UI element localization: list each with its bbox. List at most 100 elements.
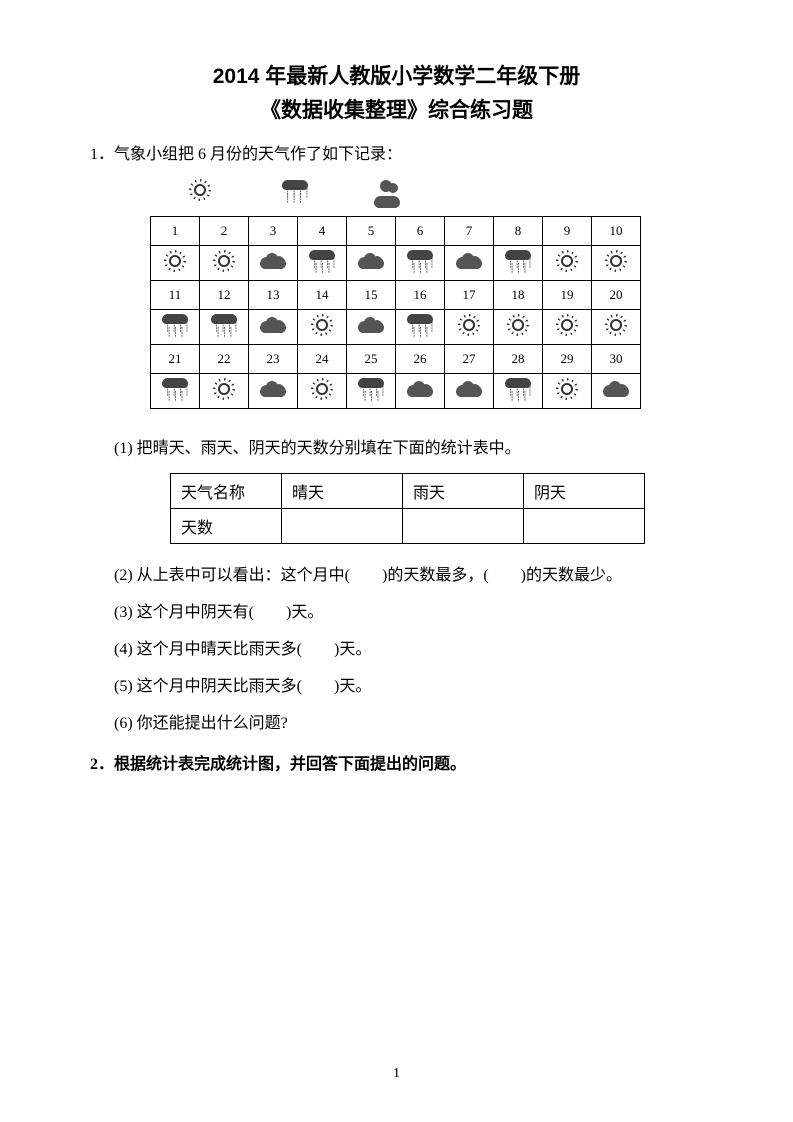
cloud-icon [260,381,286,397]
calendar-weather-cell [347,245,396,280]
cloud-icon [456,253,482,269]
calendar-weather-cell: ┊┊┊┊┊┊┊ [494,245,543,280]
calendar-weather-cell [249,309,298,344]
calendar-day-cell: 30 [592,344,641,373]
page: 2014 年最新人教版小学数学二年级下册 《数据收集整理》综合练习题 1．气象小… [0,0,793,1122]
calendar-day-cell: 10 [592,216,641,245]
calendar-weather-row: ┊┊┊┊┊┊┊ ┊┊┊┊┊┊┊ ┊┊┊┊┊┊┊ [151,309,641,344]
calendar-weather-cell [543,309,592,344]
sun-icon [190,180,222,208]
calendar-weather-cell: ┊┊┊┊┊┊┊ [347,373,396,408]
calendar-weather-row: ┊┊┊┊┊┊┊ ┊┊┊┊┊┊┊ ┊┊┊┊┊┊┊ [151,373,641,408]
rain-icon: ┊┊┊┊┊┊┊ [505,378,531,400]
calendar-weather-cell: ┊┊┊┊┊┊┊ [151,309,200,344]
calendar-weather-row: ┊┊┊┊┊┊┊ ┊┊┊┊┊┊┊ ┊┊┊┊┊┊┊ [151,245,641,280]
table-row: 天数 [171,509,645,544]
calendar-weather-cell [445,245,494,280]
calendar-weather-cell [151,245,200,280]
sun-icon [557,315,577,335]
table-row: 天气名称 晴天 雨天 阴天 [171,474,645,509]
cloud-icon [358,253,384,269]
calendar-weather-cell [200,245,249,280]
stats-header-2: 雨天 [403,474,524,509]
calendar-day-cell: 1 [151,216,200,245]
sub-question-2: (2) 从上表中可以看出：这个月中( )的天数最多，( )的天数最少。 [114,558,703,595]
calendar-day-cell: 25 [347,344,396,373]
question-1-number: 1． [90,146,114,163]
sub-question-1: (1) 把晴天、雨天、阴天的天数分别填在下面的统计表中。 [114,431,703,468]
cloud-icon [260,317,286,333]
cloud-icon [358,317,384,333]
calendar-weather-cell [347,309,396,344]
page-number: 1 [0,1066,793,1082]
sun-icon [165,251,185,271]
question-1: 1．气象小组把 6 月份的天气作了如下记录： [90,142,703,168]
rain-icon: ┊┊┊┊┊┊┊ [282,180,314,208]
calendar-weather-cell [445,373,494,408]
calendar-day-row: 11121314151617181920 [151,280,641,309]
calendar-weather-cell: ┊┊┊┊┊┊┊ [298,245,347,280]
calendar-day-row: 12345678910 [151,216,641,245]
sun-icon [312,315,332,335]
stats-cell-blank [282,509,403,544]
cloud-icon [260,253,286,269]
question-2-text: 根据统计表完成统计图，并回答下面提出的问题。 [114,756,466,773]
calendar-day-cell: 11 [151,280,200,309]
rain-icon: ┊┊┊┊┊┊┊ [211,314,237,336]
rain-icon: ┊┊┊┊┊┊┊ [162,314,188,336]
sun-icon [214,379,234,399]
calendar-day-cell: 2 [200,216,249,245]
calendar-day-cell: 5 [347,216,396,245]
calendar-day-cell: 13 [249,280,298,309]
calendar-day-cell: 20 [592,280,641,309]
calendar-day-cell: 24 [298,344,347,373]
question-2: 2．根据统计表完成统计图，并回答下面提出的问题。 [90,752,703,778]
calendar-weather-cell: ┊┊┊┊┊┊┊ [396,309,445,344]
calendar-day-cell: 28 [494,344,543,373]
calendar-weather-cell [200,373,249,408]
calendar-weather-cell [445,309,494,344]
legend-row: ┊┊┊┊┊┊┊ [190,180,703,208]
rain-icon: ┊┊┊┊┊┊┊ [162,378,188,400]
calendar-weather-cell [494,309,543,344]
calendar-day-cell: 7 [445,216,494,245]
rain-icon: ┊┊┊┊┊┊┊ [309,250,335,272]
sub-question-3: (3) 这个月中阴天有( )天。 [114,595,703,632]
calendar-day-cell: 6 [396,216,445,245]
calendar-weather-cell [592,245,641,280]
stats-header-3: 阴天 [524,474,645,509]
calendar-weather-cell [298,309,347,344]
title-line-2: 《数据收集整理》综合练习题 [90,94,703,124]
question-1-text: 气象小组把 6 月份的天气作了如下记录： [114,146,402,163]
cloud-icon [456,381,482,397]
calendar-weather-cell: ┊┊┊┊┊┊┊ [396,245,445,280]
calendar-day-cell: 27 [445,344,494,373]
sun-icon [508,315,528,335]
calendar-day-cell: 12 [200,280,249,309]
calendar-day-cell: 26 [396,344,445,373]
calendar-weather-cell [543,373,592,408]
calendar-weather-cell: ┊┊┊┊┊┊┊ [494,373,543,408]
calendar-day-cell: 14 [298,280,347,309]
calendar-day-row: 21222324252627282930 [151,344,641,373]
stats-header-1: 晴天 [282,474,403,509]
calendar-weather-cell [298,373,347,408]
cloud-icon [603,381,629,397]
title-line-1: 2014 年最新人教版小学数学二年级下册 [90,60,703,90]
sub-question-5: (5) 这个月中阴天比雨天多( )天。 [114,669,703,706]
calendar-day-cell: 17 [445,280,494,309]
rain-icon: ┊┊┊┊┊┊┊ [407,314,433,336]
rain-icon: ┊┊┊┊┊┊┊ [407,250,433,272]
sun-icon [557,379,577,399]
calendar-weather-cell [249,373,298,408]
calendar-table: 12345678910┊┊┊┊┊┊┊┊┊┊┊┊┊┊┊┊┊┊┊┊┊11121314… [150,216,641,409]
rain-icon: ┊┊┊┊┊┊┊ [358,378,384,400]
calendar-day-cell: 8 [494,216,543,245]
sun-icon [557,251,577,271]
calendar-day-cell: 16 [396,280,445,309]
sun-icon [606,315,626,335]
calendar-day-cell: 4 [298,216,347,245]
calendar-weather-cell [543,245,592,280]
stats-table: 天气名称 晴天 雨天 阴天 天数 [170,473,645,544]
sun-icon [459,315,479,335]
